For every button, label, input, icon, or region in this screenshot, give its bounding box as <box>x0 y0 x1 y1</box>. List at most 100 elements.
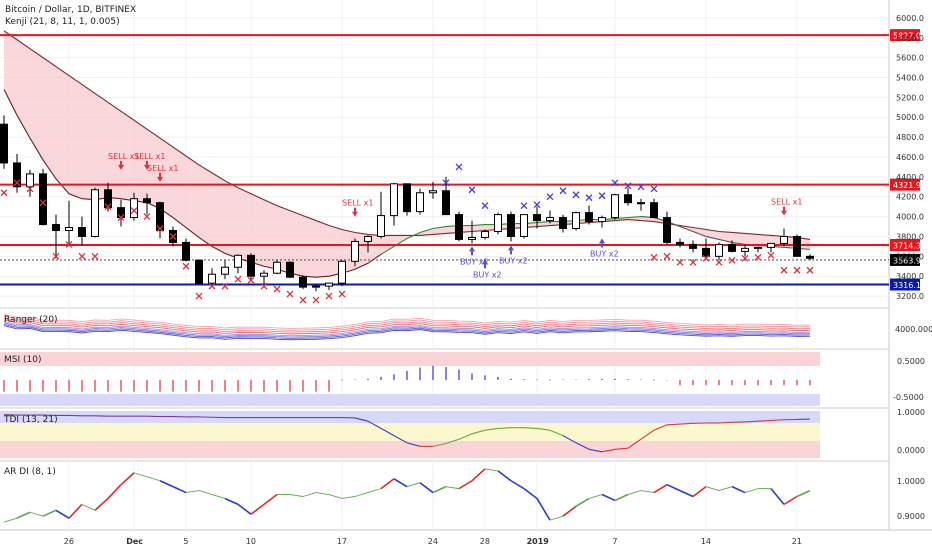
ardi-segment <box>549 515 564 521</box>
tdi-lower-band <box>0 441 820 458</box>
x-marker <box>442 179 450 187</box>
tdi-mid-band <box>0 423 820 441</box>
price-tick-label: 3600.0 <box>896 252 924 261</box>
candle-body <box>715 243 723 257</box>
candle-body <box>546 217 554 222</box>
buy-label: BUY x2 <box>460 257 489 266</box>
candle-body <box>455 214 463 240</box>
sell-label: SELL x1 <box>108 152 139 161</box>
ardi-segment <box>302 492 317 497</box>
buy-arrow-stem <box>471 251 473 256</box>
candle-body <box>481 230 489 238</box>
candle-body <box>26 173 34 188</box>
candle-body <box>260 272 268 277</box>
x-marker <box>650 253 658 261</box>
sell-arrow <box>352 211 358 217</box>
ardi-segment <box>458 480 473 490</box>
buy-label: BUY x2 <box>590 249 619 258</box>
x-marker <box>260 282 268 290</box>
tdi-segment <box>432 442 447 447</box>
ardi-segment <box>198 490 213 495</box>
x-marker <box>637 183 645 191</box>
tdi-segment <box>406 442 421 447</box>
x-marker <box>559 187 567 195</box>
ardi-segment <box>68 503 83 519</box>
tdi-segment <box>640 429 655 440</box>
x-marker <box>767 251 775 259</box>
ardi-segment <box>328 494 343 499</box>
ardi-segment <box>3 517 18 523</box>
ardi-segment <box>471 468 486 482</box>
tdi-segment <box>354 417 369 422</box>
candle-body <box>585 212 593 223</box>
sell-arrow <box>118 164 124 170</box>
ardi-segment <box>16 511 31 519</box>
candle-body <box>234 254 242 268</box>
x-marker <box>598 192 606 200</box>
msi-title: MSI (10) <box>4 355 41 365</box>
sell-label: SELL x1 <box>147 164 178 173</box>
x-marker <box>533 201 541 209</box>
x-marker <box>26 185 34 193</box>
msi-lower-band <box>0 394 820 406</box>
time-tick-label: 21 <box>792 537 802 546</box>
ardi-segment <box>315 492 330 495</box>
buy-arrow-stem <box>484 264 486 269</box>
candle-body <box>208 273 216 284</box>
candle-body <box>741 247 749 252</box>
x-marker <box>78 252 86 260</box>
ardi-segment <box>679 489 694 498</box>
ardi-segment <box>120 472 135 486</box>
x-marker <box>481 202 489 210</box>
candle-body <box>143 198 151 204</box>
ardi-segment <box>393 478 408 488</box>
candle-body <box>689 243 697 249</box>
candle-body <box>13 162 21 188</box>
candle-body <box>377 215 385 237</box>
candle-body <box>182 241 190 261</box>
ardi-title: AR DI (8, 1) <box>4 467 56 477</box>
level-tag <box>890 278 920 291</box>
price-tick-label: 5000.0 <box>896 113 924 122</box>
sell-arrow <box>144 164 150 170</box>
buy-arrow <box>469 246 475 252</box>
x-marker <box>182 262 190 270</box>
candle-body <box>0 123 8 164</box>
x-marker <box>143 213 151 221</box>
x-marker <box>728 256 736 264</box>
sell-arrow-stem <box>354 207 356 212</box>
time-axis: 26 Dec 5 10 17 24 28 2019 7 14 21 <box>64 537 802 546</box>
ranger-line <box>3 317 811 333</box>
price-tick-label: 3200.0 <box>896 292 924 301</box>
ranger-line <box>3 319 811 335</box>
ranger-line <box>3 321 811 337</box>
ranger-line <box>3 322 811 338</box>
x-marker <box>39 199 47 207</box>
tdi-segment <box>380 427 395 437</box>
x-marker <box>468 186 476 194</box>
candle-body <box>559 217 567 230</box>
x-marker <box>91 252 99 260</box>
x-marker <box>676 258 684 266</box>
ardi-segment <box>185 490 200 494</box>
candle-body <box>572 212 580 230</box>
candle-body <box>403 183 411 213</box>
tdi-segment <box>653 424 668 431</box>
buy-arrow-stem <box>601 243 603 248</box>
ardi-segment <box>250 503 265 515</box>
x-marker <box>286 290 294 298</box>
msi-upper-band <box>0 352 820 366</box>
x-marker <box>585 194 593 202</box>
ardi-segment <box>263 493 278 506</box>
overlay-title: Kenji (21, 8, 11, 1, 0.005) <box>5 17 120 27</box>
x-marker <box>689 258 697 266</box>
buy-arrow <box>508 245 514 251</box>
level-tag-label: 3316.1 <box>893 281 921 290</box>
tdi-tick-low: 0.0000 <box>897 446 925 455</box>
ardi-segment <box>432 485 447 494</box>
candle-body <box>65 227 73 231</box>
price-tick-label: 4000.0 <box>896 213 924 222</box>
x-marker <box>208 282 216 290</box>
ardi-segment <box>510 480 525 490</box>
